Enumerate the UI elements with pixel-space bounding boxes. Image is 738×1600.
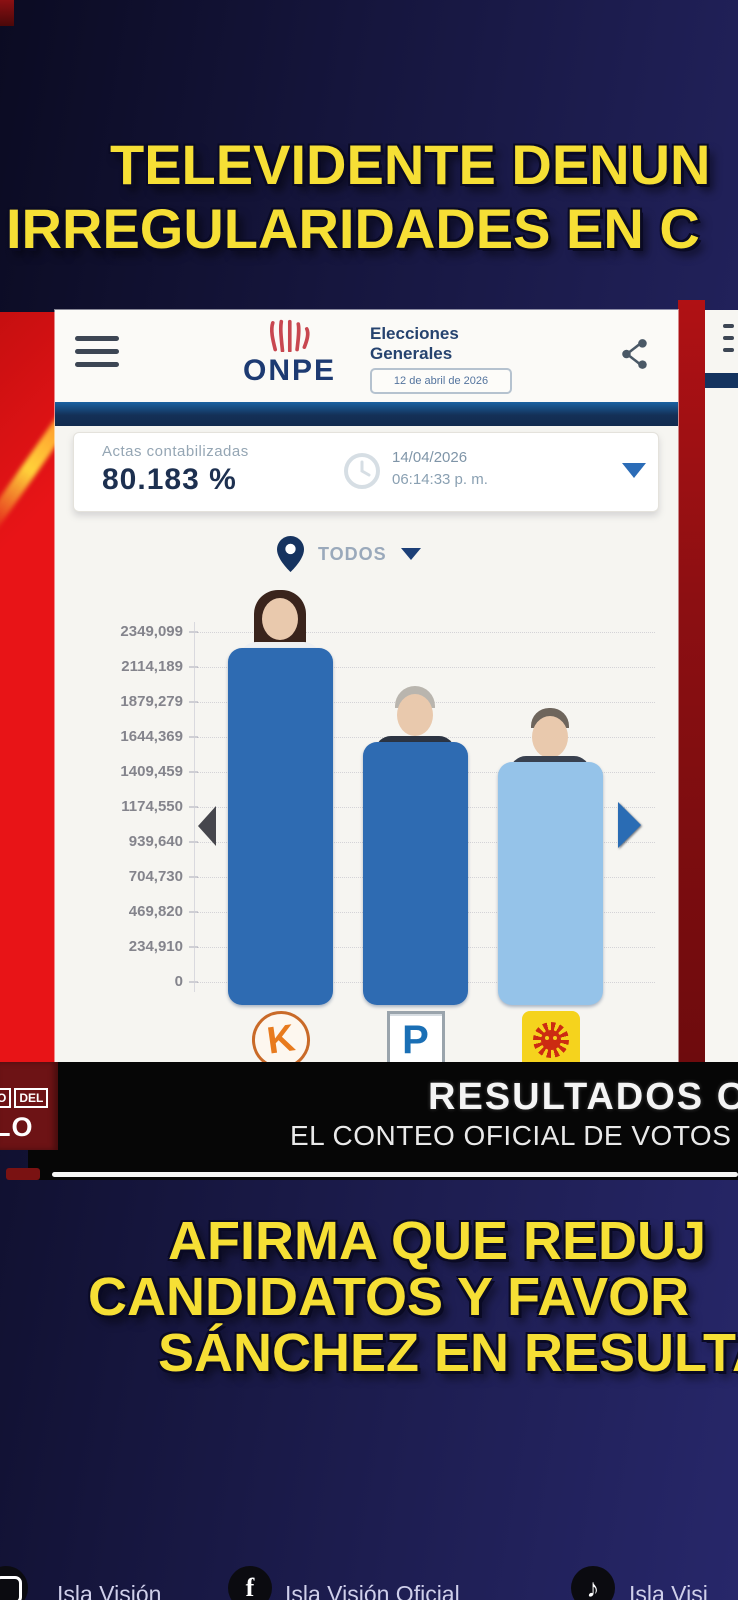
region-filter-label: TODOS: [318, 543, 387, 564]
mini-hamburger-icon: [723, 324, 734, 328]
event-date-badge: 12 de abril de 2026: [370, 368, 512, 394]
timestamp-time: 06:14:33 p. m.: [392, 471, 488, 488]
y-tick-label: 1879,279: [120, 693, 183, 710]
carousel-left-arrow[interactable]: [198, 806, 216, 846]
vote-bar-K: [228, 648, 333, 1005]
actas-panel: Actas contabilizadas 80.183 % 14/04/2026…: [73, 432, 659, 512]
clock-icon: [342, 451, 382, 491]
y-tick-label: 234,910: [128, 938, 183, 955]
press-logo-badge: O DEL LO: [0, 1062, 58, 1150]
hamburger-menu-icon[interactable]: [75, 336, 121, 374]
party-logo-p-square: P: [386, 1011, 445, 1062]
vote-bar-P: [363, 742, 468, 1005]
corner-red-sliver: [0, 0, 14, 26]
lower-headline-line1: AFIRMA QUE REDUJ: [168, 1211, 707, 1271]
mini-hamburger-icon: [723, 348, 734, 352]
y-tick-mark: [189, 841, 198, 843]
gridline: [197, 667, 655, 668]
y-tick-label: 469,820: [128, 903, 183, 920]
y-tick-label: 1174,550: [121, 798, 183, 815]
party-logo-sun-square: [521, 1011, 580, 1062]
y-tick-mark: [189, 981, 198, 983]
facebook-icon[interactable]: f: [228, 1566, 272, 1600]
ring-social-icon[interactable]: [0, 1566, 28, 1600]
share-icon[interactable]: [620, 338, 650, 370]
news-banner: RESULTADOS O EL CONTEO OFICIAL DE VOTOS …: [28, 1062, 738, 1180]
mini-navy-bar: [705, 373, 738, 388]
party-logo-k-circle: K: [247, 1007, 314, 1062]
region-filter[interactable]: TODOS: [277, 536, 421, 572]
next-screenshot-sliver: [705, 310, 738, 1062]
mini-hamburger-icon: [723, 336, 734, 340]
social-handle[interactable]: Isla Visión: [57, 1581, 162, 1600]
y-tick-label: 1409,459: [120, 763, 183, 780]
y-tick-label: 0: [174, 973, 183, 990]
actas-label: Actas contabilizadas: [102, 443, 249, 460]
banner-subtitle: EL CONTEO OFICIAL DE VOTOS E: [290, 1120, 738, 1151]
press-badge-line2: LO: [0, 1112, 34, 1142]
headline-line1: TELEVIDENTE DENUN: [110, 133, 711, 196]
right-red-band: [678, 300, 705, 1062]
y-tick-mark: [189, 946, 198, 948]
onpe-logo: ONPE: [243, 316, 363, 396]
tiktok-icon[interactable]: ♪: [571, 1566, 615, 1600]
y-tick-label: 2349,099: [120, 623, 183, 640]
app-header: ONPE Elecciones Generales 12 de abril de…: [55, 310, 678, 402]
social-handle[interactable]: Isla Visión Oficial: [285, 1581, 460, 1600]
lower-headline-line3: SÁNCHEZ EN RESULTA: [158, 1323, 738, 1383]
yellow-streak: [0, 345, 55, 535]
banner-title: RESULTADOS O: [428, 1076, 738, 1118]
carousel-right-arrow[interactable]: [618, 802, 641, 848]
actas-value: 80.183 %: [102, 463, 237, 496]
press-badge-foot: [6, 1168, 40, 1180]
header-navy-bar: [55, 402, 678, 426]
y-tick-label: 2114,189: [121, 658, 183, 675]
chevron-down-icon: [400, 548, 421, 560]
event-title-line1: Elecciones: [370, 324, 459, 343]
y-tick-label: 939,640: [128, 833, 183, 850]
location-pin-icon: [277, 536, 304, 572]
y-tick-label: 704,730: [128, 868, 183, 885]
y-tick-mark: [189, 701, 198, 703]
event-title-line2: Generales: [370, 344, 453, 363]
lower-headline-line2: CANDIDATOS Y FAVOR: [88, 1267, 690, 1327]
onpe-hand-icon: [269, 319, 310, 352]
y-tick-mark: [189, 806, 198, 808]
timestamp-date: 14/04/2026: [392, 449, 468, 466]
y-tick-mark: [189, 666, 198, 668]
chevron-down-icon[interactable]: [622, 463, 646, 478]
headline-line2: IRREGULARIDADES EN C: [6, 197, 700, 260]
event-title: Elecciones Generales: [370, 324, 459, 364]
gridline: [197, 632, 655, 633]
press-badge-box1: O: [0, 1088, 12, 1108]
social-handle[interactable]: Isla Visi: [629, 1581, 708, 1600]
onpe-logo-text: ONPE: [243, 354, 337, 387]
onpe-app-screenshot: ONPE Elecciones Generales 12 de abril de…: [55, 310, 678, 1062]
y-tick-mark: [189, 736, 198, 738]
vote-bar-Sol: [498, 762, 603, 1005]
y-tick-mark: [189, 876, 198, 878]
y-tick-label: 1644,369: [120, 728, 183, 745]
banner-underline: [52, 1172, 738, 1177]
y-tick-mark: [189, 631, 198, 633]
y-tick-mark: [189, 771, 198, 773]
press-badge-box2: DEL: [14, 1088, 49, 1108]
y-tick-mark: [189, 911, 198, 913]
left-red-band: [0, 312, 55, 1062]
